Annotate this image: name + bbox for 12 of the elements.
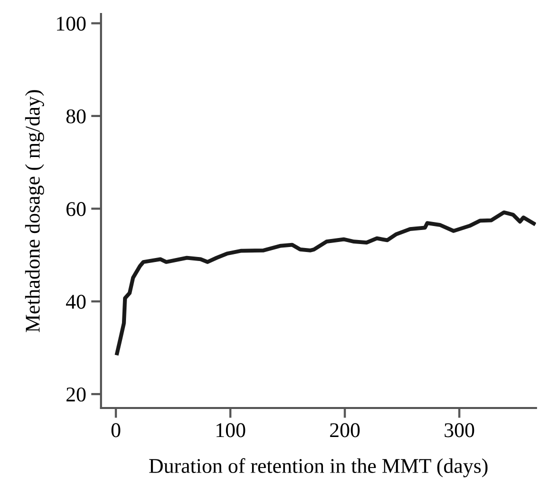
y-tick-label: 100 [57, 16, 86, 31]
x-tick-label: 200 [330, 423, 360, 438]
x-axis-title: Duration of retention in the MMT (days) [149, 458, 488, 478]
line-series [115, 210, 536, 356]
x-tick-label: 300 [444, 423, 474, 438]
x-tick-label: 0 [111, 423, 120, 438]
y-axis-title: Methadone dosage ( mg/day) [25, 90, 44, 332]
y-tick-label: 60 [66, 202, 86, 216]
y-tick-label: 80 [66, 109, 86, 124]
y-tick-label: 20 [66, 387, 86, 402]
x-tick-label: 100 [216, 423, 246, 438]
y-tick-label: 40 [66, 294, 86, 309]
